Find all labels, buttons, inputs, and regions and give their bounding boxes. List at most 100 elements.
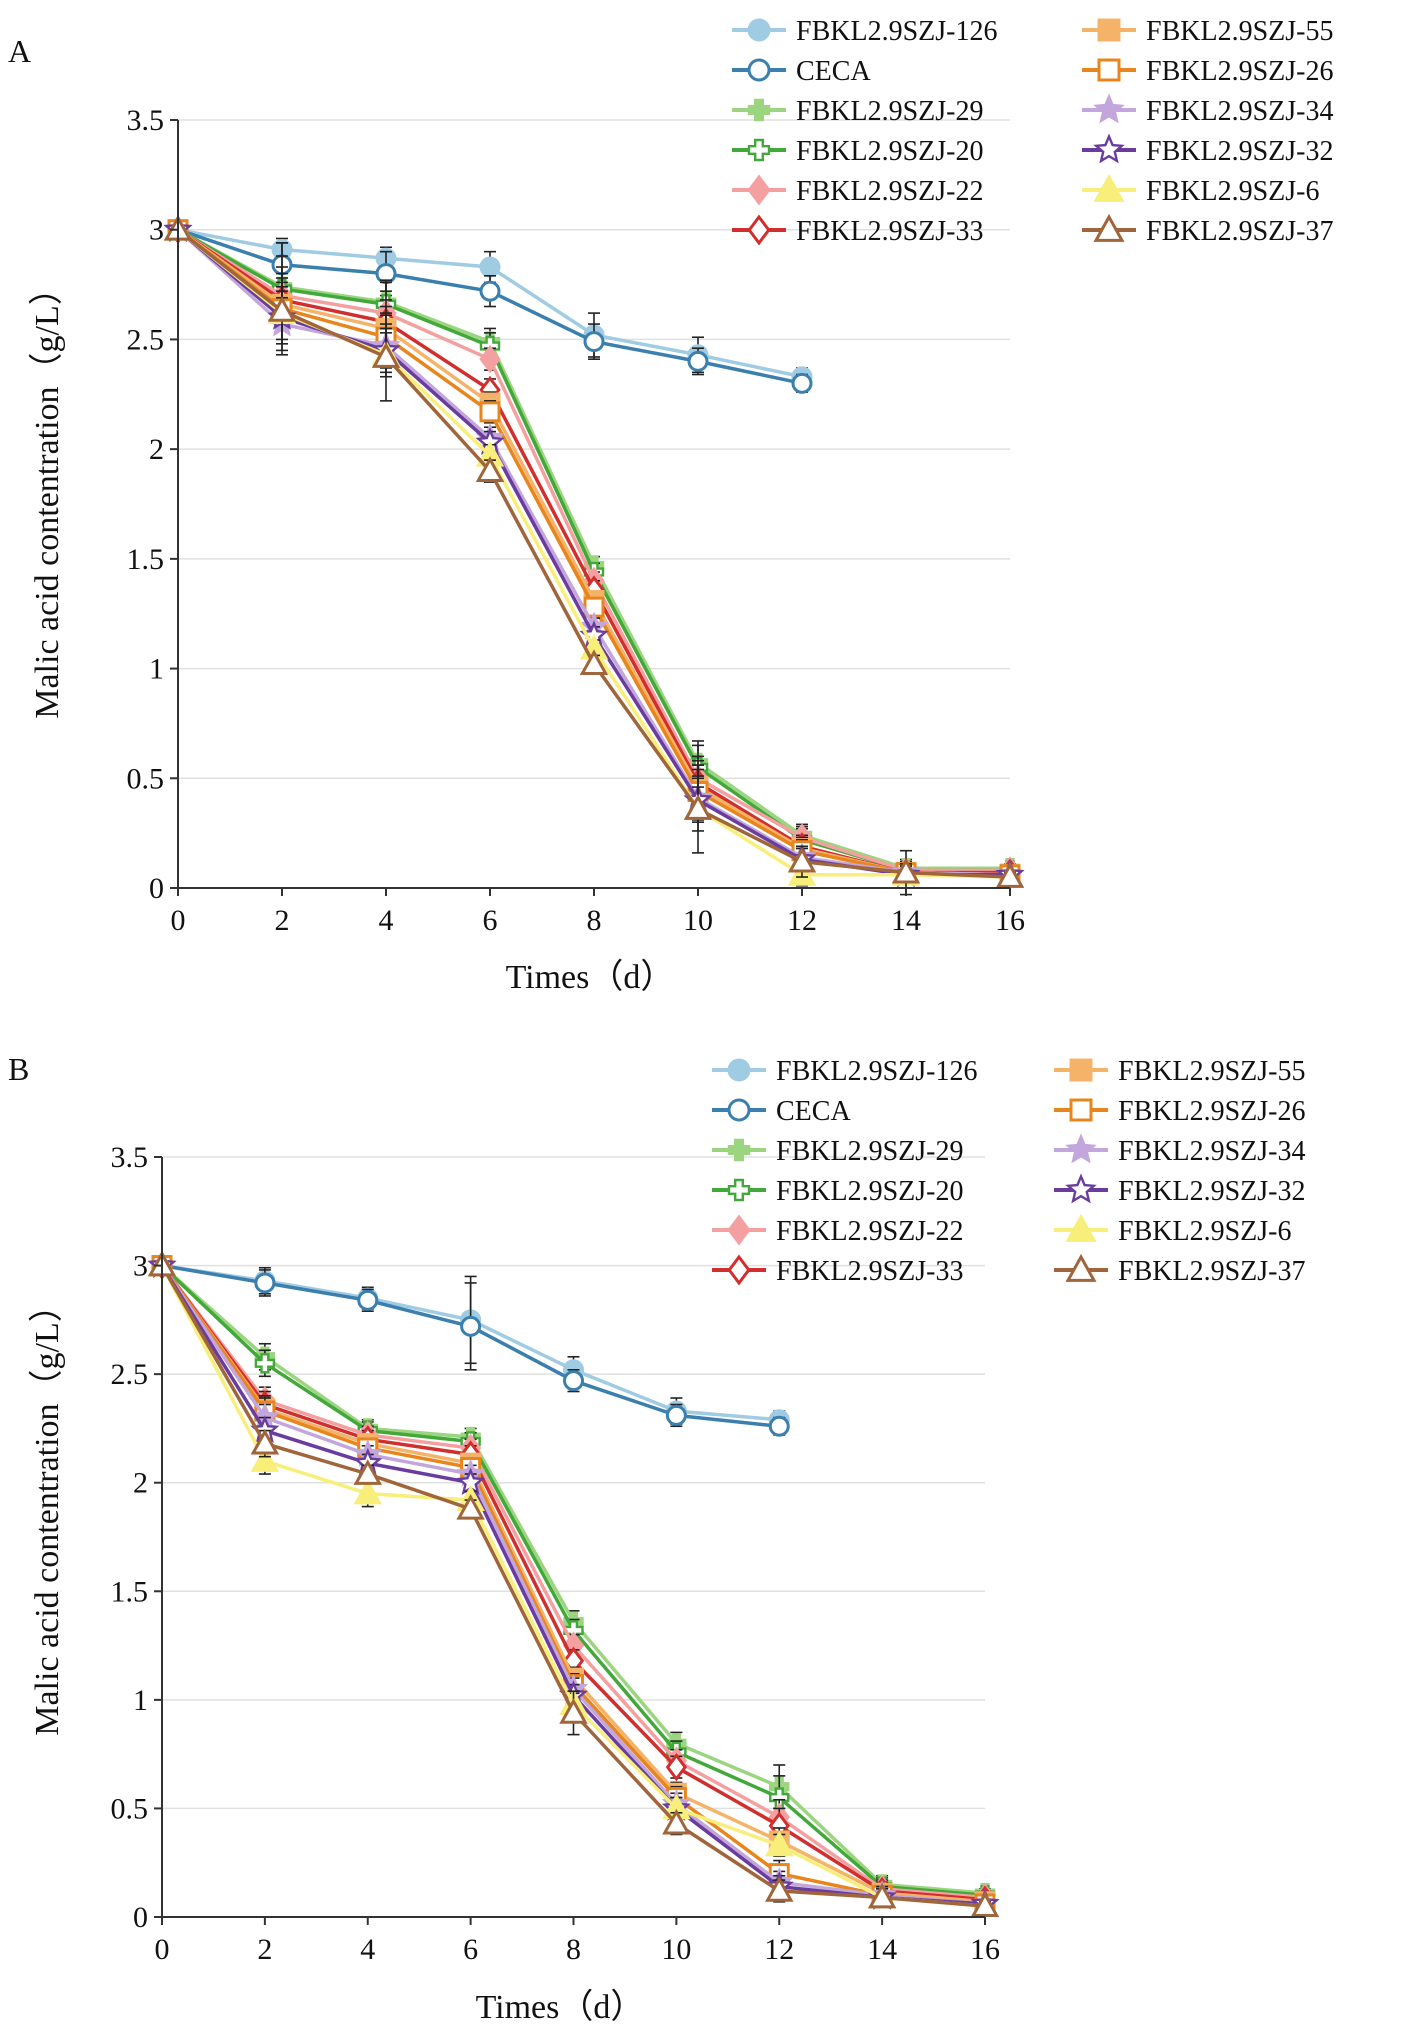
legend-item: FBKL2.9SZJ-33 <box>732 214 983 247</box>
x-tick-label: 8 <box>566 1933 581 1966</box>
data-point <box>867 1882 897 1909</box>
data-point <box>254 1272 276 1294</box>
legend-marker <box>747 58 771 82</box>
legend-marker <box>1097 18 1121 42</box>
x-tick-label: 6 <box>483 904 498 937</box>
legend-item: FBKL2.9SZJ-34 <box>1054 1133 1305 1167</box>
legend-marker <box>727 1098 751 1122</box>
y-tick-label: 2.5 <box>111 1358 149 1391</box>
legend-item: FBKL2.9SZJ-26 <box>1054 1096 1305 1127</box>
data-point <box>353 1478 382 1505</box>
series-fbkl2-9szj-55 <box>151 1255 996 1913</box>
data-point <box>353 1459 382 1485</box>
legend-label: FBKL2.9SZJ-6 <box>1118 1216 1291 1247</box>
series-fbkl2-9szj-20 <box>151 1255 996 1906</box>
y-tick-label: 3.5 <box>111 1141 149 1174</box>
legend-marker <box>1065 1133 1097 1164</box>
legend-label: FBKL2.9SZJ-33 <box>776 1256 963 1287</box>
legend-label: CECA <box>796 56 871 87</box>
series-fbkl2-9szj-37 <box>163 214 1025 896</box>
legend-marker <box>1093 93 1125 124</box>
data-point <box>254 1353 276 1374</box>
panel-label-a: A <box>8 33 31 69</box>
data-point <box>765 1830 794 1857</box>
x-axis-title-a: Times（d） <box>506 958 675 996</box>
data-point <box>765 1876 794 1902</box>
legend-label: FBKL2.9SZJ-6 <box>1146 176 1319 207</box>
data-point <box>357 1289 379 1311</box>
y-tick-label: 1 <box>133 1684 148 1717</box>
x-tick-label: 16 <box>970 1933 1000 1966</box>
y-tick-label: 1.5 <box>111 1575 149 1608</box>
legend-label: FBKL2.9SZJ-20 <box>796 136 983 167</box>
legend-item: FBKL2.9SZJ-20 <box>712 1176 963 1207</box>
x-tick-label: 2 <box>257 1933 272 1966</box>
series-fbkl2-9szj-26 <box>151 1255 996 1915</box>
legend-b: FBKL2.9SZJ-126 CECA FBKL2.9SZJ-29 FBKL2.9SZ… <box>712 1056 1305 1287</box>
y-tick-label: 3 <box>149 214 164 247</box>
data-point <box>250 1428 280 1455</box>
x-tick-label: 16 <box>995 904 1025 937</box>
legend-item: FBKL2.9SZJ-6 <box>1054 1213 1291 1247</box>
legend-label: FBKL2.9SZJ-32 <box>1118 1176 1305 1207</box>
data-point <box>479 344 501 374</box>
legend-label: FBKL2.9SZJ-20 <box>776 1176 963 1207</box>
data-point <box>267 296 297 322</box>
legend-item: FBKL2.9SZJ-34 <box>1082 93 1333 127</box>
data-point <box>371 342 401 368</box>
legend-marker <box>1069 1058 1093 1082</box>
series-fbkl2-9szj-37 <box>147 1250 1000 1918</box>
data-point <box>583 331 605 353</box>
legend-item: FBKL2.9SZJ-126 <box>712 1056 977 1087</box>
legend-label: FBKL2.9SZJ-55 <box>1146 16 1333 47</box>
y-tick-label: 3 <box>133 1250 148 1283</box>
data-point <box>563 1370 584 1392</box>
legend-label: FBKL2.9SZJ-29 <box>796 96 983 127</box>
x-tick-label: 4 <box>360 1933 375 1966</box>
x-axis-title-b: Times（d） <box>476 1988 645 2026</box>
data-point <box>479 256 501 278</box>
legend-a: FBKL2.9SZJ-126 CECA FBKL2.9SZJ-29 FBKL2.9SZ… <box>732 16 1333 247</box>
legend-item: FBKL2.9SZJ-126 <box>732 16 997 47</box>
axes-a: 0 0.5 1 1.5 2 2.5 3 3.5 0 2 4 6 8 10 12 14 16 <box>127 104 1026 937</box>
legend-marker <box>1065 1253 1097 1282</box>
data-point <box>891 857 921 884</box>
legend-marker <box>1065 1213 1097 1242</box>
data-point <box>475 456 505 482</box>
legend-item: FBKL2.9SZJ-32 <box>1054 1173 1305 1207</box>
legend-item: FBKL2.9SZJ-55 <box>1082 16 1333 47</box>
x-tick-label: 14 <box>891 904 921 937</box>
data-point <box>579 649 609 676</box>
series-group-b <box>147 1250 1000 1918</box>
legend-marker <box>747 214 771 246</box>
y-tick-label: 0.5 <box>127 762 165 795</box>
series-fbkl2-9szj-6 <box>147 1250 1000 1918</box>
legend-label: FBKL2.9SZJ-26 <box>1118 1096 1305 1127</box>
legend-label: FBKL2.9SZJ-29 <box>776 1136 963 1167</box>
data-point <box>970 1891 1000 1918</box>
y-tick-label: 0 <box>133 1901 148 1934</box>
x-tick-label: 6 <box>463 1933 478 1966</box>
legend-label: FBKL2.9SZJ-37 <box>1118 1256 1305 1287</box>
x-tick-label: 4 <box>379 904 394 937</box>
legend-item: FBKL2.9SZJ-29 <box>732 96 983 127</box>
legend-item: FBKL2.9SZJ-20 <box>732 136 983 167</box>
data-point <box>768 1415 790 1437</box>
legend-marker <box>727 1254 751 1286</box>
data-point <box>250 1446 280 1472</box>
legend-item: FBKL2.9SZJ-37 <box>1054 1253 1305 1287</box>
data-point <box>995 862 1025 888</box>
legend-label: FBKL2.9SZJ-37 <box>1146 216 1333 247</box>
legend-item: CECA <box>712 1096 851 1127</box>
legend-marker <box>1093 173 1125 202</box>
y-tick-label: 0.5 <box>111 1792 149 1825</box>
legend-item: FBKL2.9SZJ-6 <box>1082 173 1319 207</box>
data-point <box>559 1698 588 1724</box>
legend-marker <box>1097 58 1121 82</box>
axes-b: 0 0.5 1 1.5 2 2.5 3 3.5 0 2 4 6 8 10 12 14 16 <box>111 1141 1001 1966</box>
series-fbkl2-9szj-22 <box>151 1251 996 1912</box>
legend-marker <box>747 138 771 162</box>
y-tick-label: 3.5 <box>127 104 165 137</box>
x-tick-label: 8 <box>587 904 602 937</box>
